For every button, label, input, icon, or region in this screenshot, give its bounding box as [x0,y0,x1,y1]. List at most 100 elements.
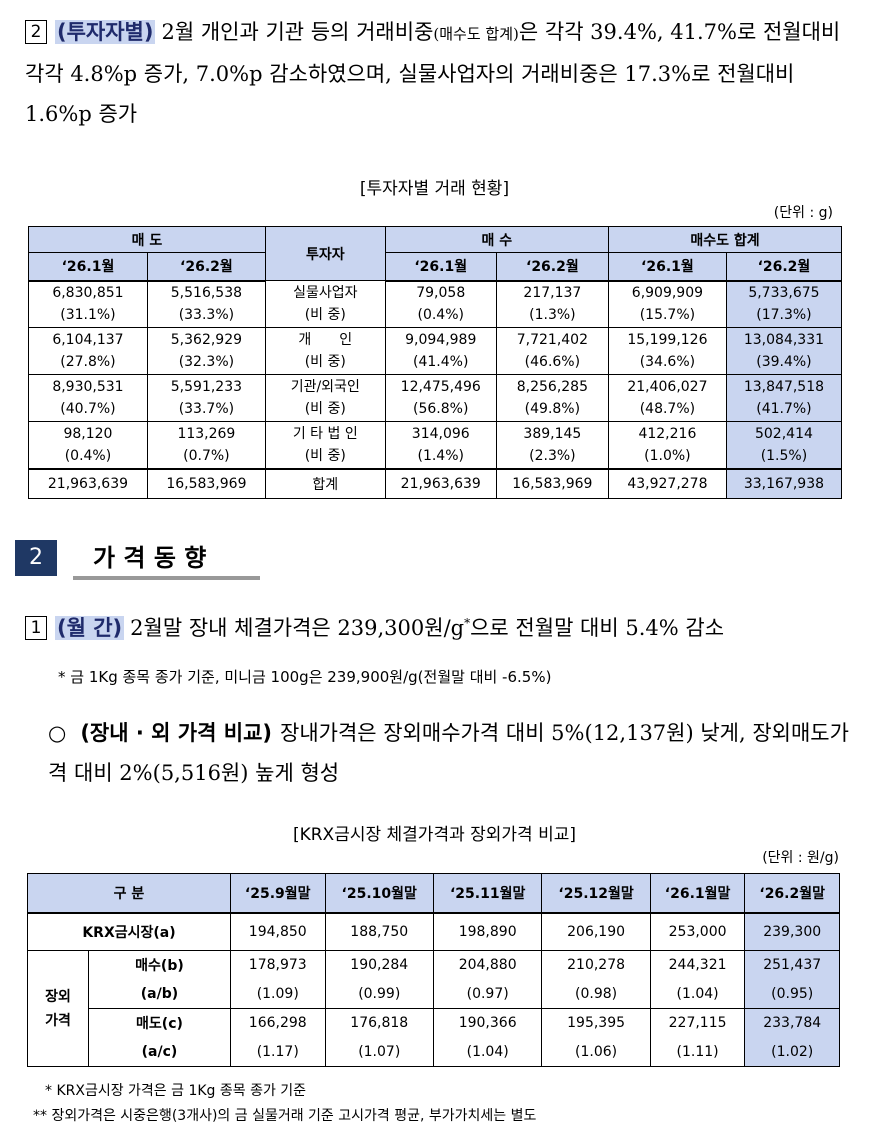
data-row: 6,104,137 (27.8%) 5,362,929 (32.3%) 개 인 (비 중)… [28,327,843,375]
cell-line: (2.3%) [529,447,576,464]
cell-line: (27.8%) [60,354,116,370]
unit: (단위 : g) [773,205,833,221]
data-row: 매도(c) 166,298 176,818 190,366 195,395 227,115… [28,1008,840,1038]
cell: 210,278 [541,950,651,980]
cell-line: 개 인 [298,332,353,348]
header-cell: ‘26.2월 [146,252,266,282]
row-label: KRX금시장(a) [27,912,231,951]
cell-line: (33.3%) [178,307,235,324]
group-label: 장외 가격 [27,950,89,1067]
cell-line: 389,145 [523,425,582,442]
number-box: 2 [25,20,47,44]
cell: 12,475,496 (56.8%) [384,374,497,422]
cell-line: 217,137 [523,285,582,302]
cell: (0.95) [744,979,840,1009]
header-cell: ‘25.12월말 [541,873,651,914]
cell: 227,115 [649,1008,746,1038]
cell: 166,298 [229,1008,326,1038]
cell: 194,850 [229,912,326,951]
text: 2월말 장내 체결가격은 239,300원/g [130,616,465,640]
cell-line: (0.7%) [183,447,230,464]
cell: (1.11) [649,1037,746,1067]
header-row: 매 도 투자자 매 수 매수도 합계 [28,226,843,281]
header-cell: 매 수 [384,226,609,253]
cell-line: 기 타 법 인 [292,425,358,442]
header-cell: ‘25.11월말 [432,873,543,914]
cell: 13,847,518 (41.7%) [725,374,843,422]
cell: 21,963,639 [28,468,148,499]
cell-line: (49.8%) [524,401,581,417]
cell-line: (48.7%) [639,401,696,417]
cell-line: (40.7%) [60,401,116,417]
header-cell: ‘26.2월 [725,252,843,282]
header-row: ‘26.1월 ‘26.2월 ‘26.1월 ‘26.2월 ‘26.1월 ‘26.2월 [28,252,843,282]
section-heading: 2 가 격 동 향 [15,540,260,580]
cell: 기관/외국인 (비 중) [264,374,386,422]
cell-line: (15.7%) [639,307,696,324]
cell: 33,167,938 [725,468,843,499]
cell: 233,784 [744,1008,840,1038]
cell-line: (32.3%) [178,354,235,370]
cell: 8,256,285 (49.8%) [495,374,609,422]
cell-line: 502,414 [754,425,813,442]
cell: 206,190 [541,912,651,951]
cell-line: 5,516,538 [170,285,243,302]
cell: 239,300 [744,912,840,951]
cell: 7,721,402 (46.6%) [495,327,609,375]
cell: 5,591,233 (33.7%) [146,374,266,422]
cell: 개 인 (비 중) [264,327,386,375]
header-cell: 매 도 [28,226,266,253]
cell-line: 8,930,531 [52,379,124,395]
cell-line: (1.0%) [644,447,691,464]
tag: (월 간) [55,616,125,640]
header-cell: ‘26.1월 [384,252,497,282]
cell: 204,880 [432,950,543,980]
cell-line: (31.1%) [60,307,116,324]
cell-line: 412,216 [638,425,697,442]
data-row: (a/b) (1.09) (0.99) (0.97) (0.98) (1.04) (0.95… [28,979,840,1009]
header-cell: 구 분 [27,873,231,914]
text: 장내가격은 장외매수가격 대비 5%(12,137원) 낮게, 장외매도가격 대… [48,721,849,785]
cell: 16,583,969 [495,468,609,499]
cell: 79,058 (0.4%) [384,280,497,328]
cell-line: 21,406,027 [627,379,708,395]
cell-line: (33.7%) [178,401,235,417]
bullet: ○ [48,721,67,745]
header-cell: ‘25.9월말 [229,873,326,914]
cell: 21,963,639 [384,468,497,499]
data-row: KRX금시장(a) 194,850 188,750 198,890 206,190 253… [27,912,840,951]
cell: 6,830,851 (31.1%) [28,280,148,328]
cell: (1.09) [229,979,326,1009]
cell-line: (56.8%) [413,401,469,417]
superscript: * [464,616,471,630]
footnote: * KRX금시장 가격은 금 1Kg 종목 종가 기준 [45,1083,307,1099]
caption: [투자자별 거래 현황] [359,179,510,199]
header-cell: ‘26.2월말 [744,873,840,914]
cell: 389,145 (2.3%) [495,421,609,469]
row-label: (a/c) [88,1037,231,1067]
note: * 금 1Kg 종목 종가 기준, 미니금 100g은 239,900원/g(전… [58,668,552,686]
header-cell: ‘26.2월 [495,252,609,282]
cell: 실물사업자 (비 중) [264,280,386,328]
caption: [KRX금시장 체결가격과 장외가격 비교] [292,825,577,845]
cell: 6,909,909 (15.7%) [607,280,727,328]
paragraph: 2 (투자자별) 2월 개인과 기관 등의 거래비중(매수도 합계)은 각각 39.… [25,12,860,134]
cell: (1.07) [324,1037,434,1067]
cell: 314,096 (1.4%) [384,421,497,469]
cell-line: 실물사업자 [293,285,358,301]
cell: 13,084,331 (39.4%) [725,327,843,375]
cell: 253,000 [649,912,746,951]
cell-line: (17.3%) [756,307,812,324]
cell: 217,137 (1.3%) [495,280,609,328]
cell: 43,927,278 [607,468,727,499]
cell: 251,437 [744,950,840,980]
cell-line: (비 중) [304,401,346,417]
footnote: ** 장외가격은 시중은행(3개사)의 금 실물거래 기준 고시가격 평균, 부… [33,1108,537,1124]
cell: (0.97) [432,979,543,1009]
cell: 6,104,137 (27.8%) [28,327,148,375]
table: 매 도 투자자 매 수 매수도 합계 ‘26.1월 ‘26.2월 ‘26.1월 ‘26.2월 ‘… [28,226,843,499]
cell-line: (0.4%) [417,307,464,324]
bullet-paragraph: ○ (장내 · 외 가격 비교) 장내가격은 장외매수가격 대비 5%(12,137… [48,713,863,793]
cell-line: (비 중) [304,354,346,370]
